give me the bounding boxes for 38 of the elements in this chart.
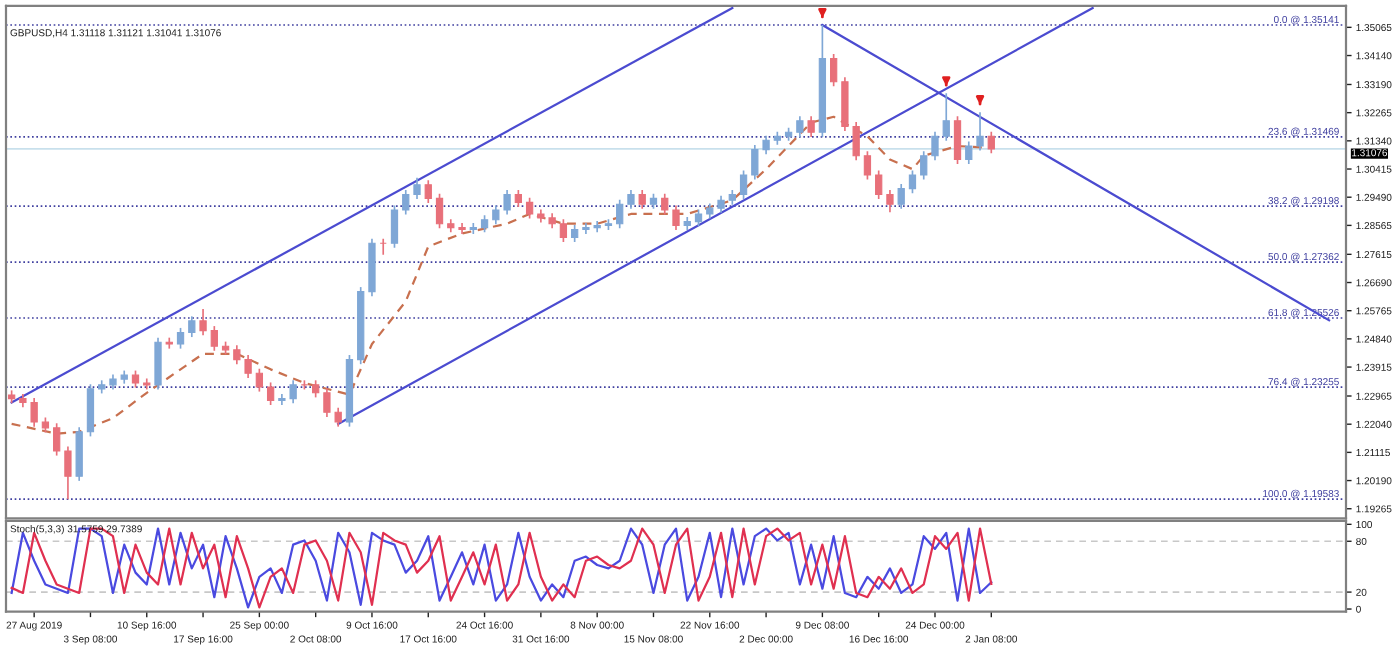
candlestick [829, 53, 838, 88]
candlestick [75, 426, 83, 482]
candlestick [402, 189, 410, 216]
candlestick [424, 179, 432, 204]
candlestick [199, 308, 207, 337]
candlestick [897, 183, 905, 210]
candlestick [413, 176, 421, 200]
candlestick [188, 315, 196, 338]
candlestick [863, 150, 872, 181]
candlestick [661, 193, 669, 216]
candlestick [210, 325, 218, 352]
candlestick [886, 189, 894, 213]
candlestick [176, 327, 185, 350]
candlestick [987, 130, 995, 155]
candlestick [920, 150, 928, 181]
candlestick [807, 115, 815, 138]
candlestick [739, 169, 748, 200]
candlestick [525, 196, 534, 220]
candlestick [154, 336, 162, 391]
candlestick [266, 381, 275, 406]
candlestick [931, 130, 939, 162]
candlestick [255, 367, 264, 393]
candlestick [86, 383, 95, 438]
candlestick [627, 189, 635, 210]
candlestick [942, 92, 950, 142]
candlestick [559, 218, 568, 243]
candlestick [953, 115, 962, 165]
line-series [10, 527, 993, 609]
candlestick [796, 115, 804, 138]
candlestick [616, 198, 624, 230]
candlestick [875, 169, 883, 200]
candlestick [435, 193, 444, 230]
candlestick [53, 422, 61, 457]
candlestick [908, 169, 917, 195]
candlestick [64, 445, 72, 500]
candlestick [638, 189, 646, 210]
candlestick [390, 204, 399, 249]
candlestick [672, 204, 680, 231]
